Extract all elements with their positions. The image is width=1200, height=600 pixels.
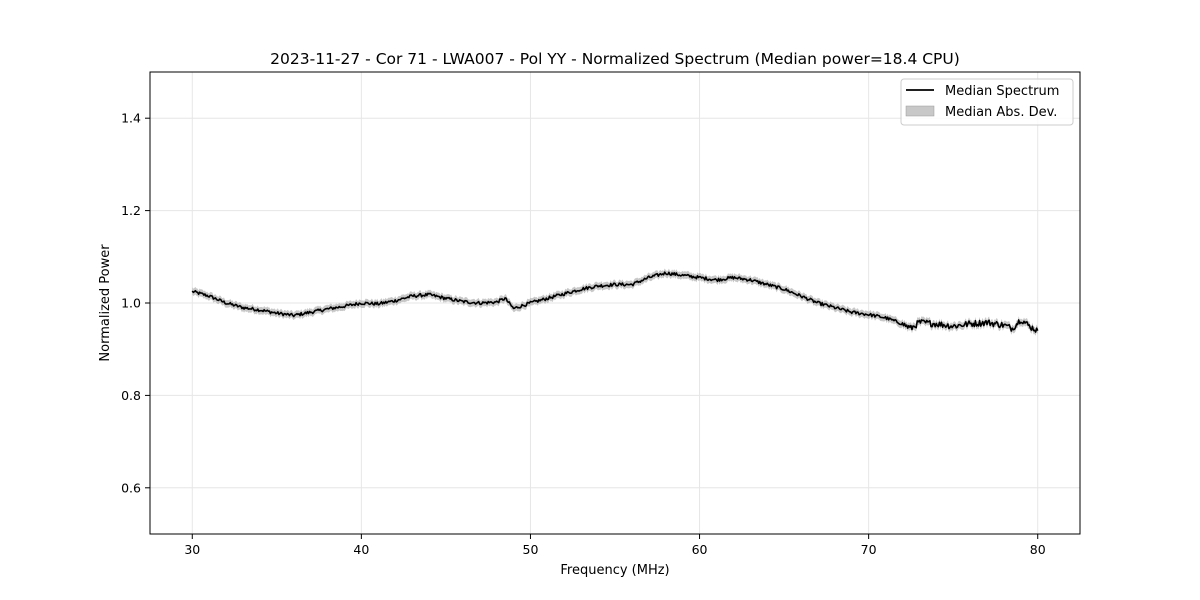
- y-tick-label: 1.0: [121, 296, 141, 311]
- x-tick-label: 70: [861, 542, 877, 557]
- legend-frame: [900, 78, 1074, 126]
- legend-label-median-abs-dev: Median Abs. Dev.: [945, 105, 1057, 120]
- legend: Median Spectrum Median Abs. Dev.: [900, 78, 1074, 126]
- y-axis-label: Normalized Power: [98, 244, 113, 362]
- x-tick-label: 60: [692, 542, 708, 557]
- y-tick-label: 1.4: [121, 111, 141, 126]
- median-line-layer: [191, 271, 1039, 333]
- x-tick-label: 50: [523, 542, 539, 557]
- x-tick-label: 80: [1030, 542, 1046, 557]
- x-tick-label: 40: [353, 542, 369, 557]
- x-tick-label: 30: [184, 542, 200, 557]
- y-tick-label: 0.8: [121, 388, 141, 403]
- x-axis-ticks: 30 40 50 60 70 80: [184, 534, 1046, 557]
- legend-label-median-spectrum: Median Spectrum: [945, 84, 1059, 99]
- grid-layer: [150, 72, 1080, 534]
- y-tick-label: 0.6: [121, 480, 141, 495]
- mad-band: [192, 268, 1038, 336]
- mad-band-layer: [192, 268, 1038, 336]
- y-axis-ticks: 0.6 0.8 1.0 1.2 1.4: [121, 111, 150, 495]
- median-spectrum-line: [191, 271, 1039, 333]
- chart-title: 2023-11-27 - Cor 71 - LWA007 - Pol YY - …: [270, 50, 960, 68]
- x-axis-label: Frequency (MHz): [560, 563, 669, 578]
- y-tick-label: 1.2: [121, 203, 141, 218]
- legend-band-swatch: [905, 105, 935, 117]
